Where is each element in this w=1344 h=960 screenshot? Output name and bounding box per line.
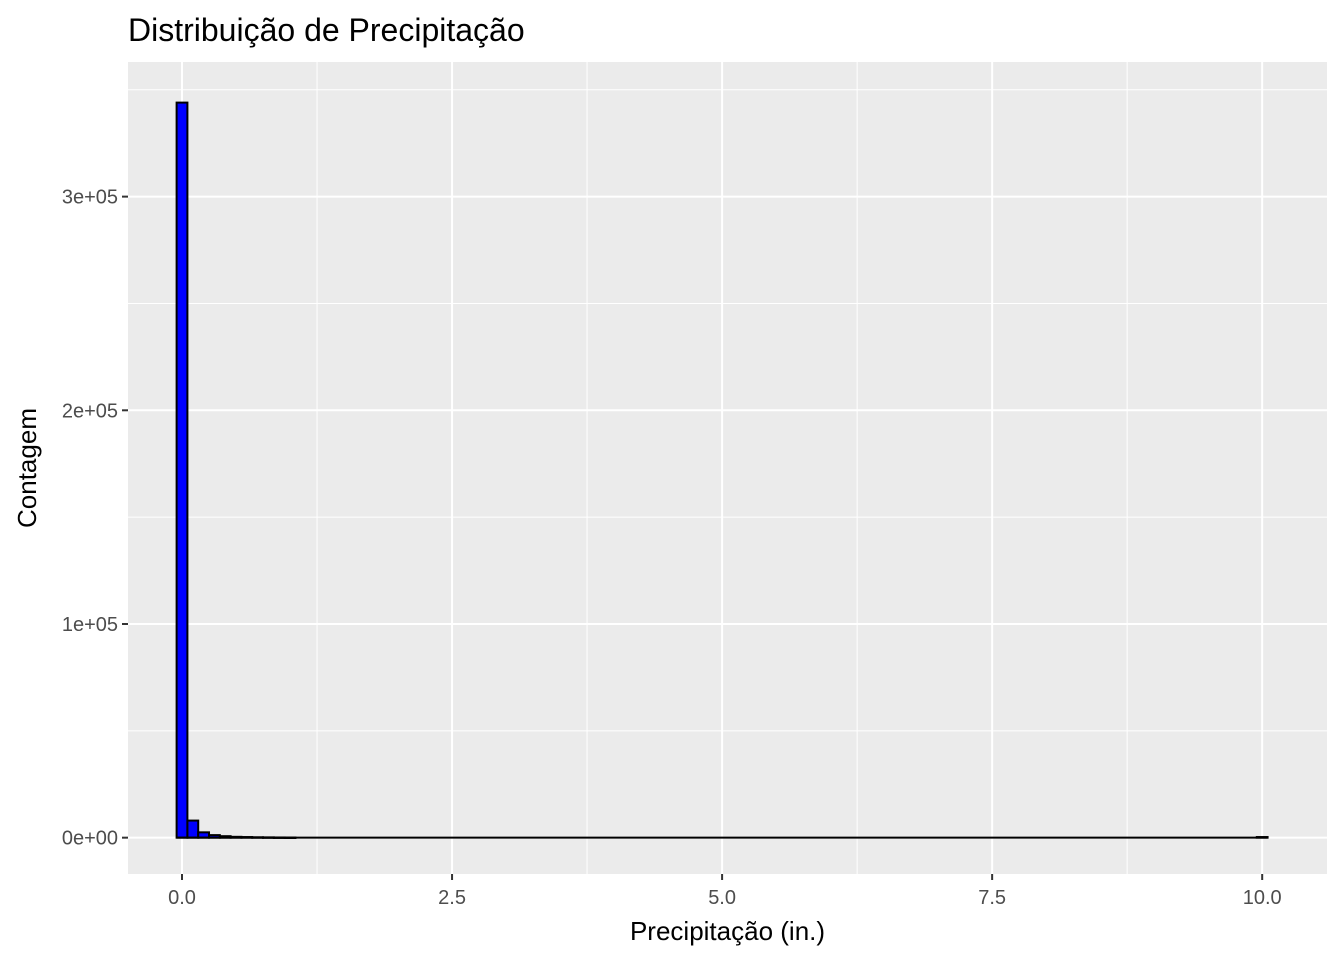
y-tick-label: 0e+00 (62, 828, 118, 850)
x-tick-label: 0.0 (168, 887, 196, 909)
plot-panel (128, 62, 1327, 874)
x-tick-label: 2.5 (438, 887, 466, 909)
y-tick-label: 1e+05 (62, 614, 118, 636)
y-tick-label: 2e+05 (62, 400, 118, 422)
y-axis-title: Contagem (12, 408, 42, 528)
x-tick-label: 5.0 (708, 887, 736, 909)
x-tick-label: 7.5 (978, 887, 1006, 909)
histogram-bars (175, 101, 1269, 840)
y-axis: 0e+00 1e+05 2e+05 3e+05 (62, 187, 128, 850)
x-axis-title: Precipitação (in.) (630, 916, 825, 946)
chart-title: Distribuição de Precipitação (128, 12, 525, 48)
x-axis: 0.0 2.5 5.0 7.5 10.0 (168, 874, 1282, 909)
histogram-bar (186, 819, 200, 839)
x-tick-label: 10.0 (1243, 887, 1282, 909)
histogram-bar (175, 101, 189, 839)
y-tick-label: 3e+05 (62, 187, 118, 209)
